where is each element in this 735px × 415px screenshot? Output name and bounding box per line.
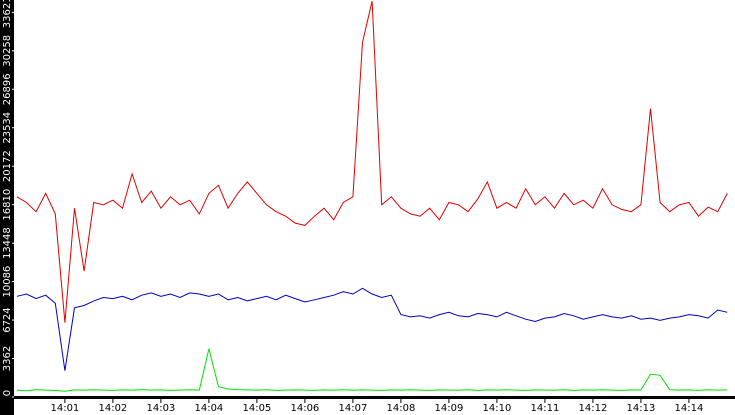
x-tick-label: 14:01 xyxy=(50,403,79,414)
y-tick-label: 13448 xyxy=(2,227,13,259)
x-tick-label: 14:09 xyxy=(434,403,463,414)
line-series xyxy=(16,287,728,371)
y-tick-label: 30258 xyxy=(2,35,13,67)
x-tick-label: 14:07 xyxy=(338,403,367,414)
y-tick-label: 0 xyxy=(2,390,13,396)
y-tick-label: 33621 xyxy=(2,0,13,28)
x-tick-label: 14:14 xyxy=(675,403,704,414)
x-tick-label: 14:02 xyxy=(98,403,127,414)
x-tick-label: 14:08 xyxy=(386,403,415,414)
line-series xyxy=(16,348,728,392)
line-series xyxy=(16,0,728,323)
x-tick-label: 14:10 xyxy=(482,403,511,414)
y-tick-label: 20172 xyxy=(2,150,13,182)
x-tick-label: 14:03 xyxy=(146,403,175,414)
x-tick-label: 14:13 xyxy=(627,403,656,414)
x-tick-label: 14:06 xyxy=(290,403,319,414)
y-tick-label: 6724 xyxy=(2,307,13,332)
y-tick-label: 26896 xyxy=(2,73,13,105)
y-tick-label: 16810 xyxy=(2,189,13,221)
y-tick-label: 23534 xyxy=(2,112,13,144)
x-tick-label: 14:11 xyxy=(530,403,559,414)
x-tick-label: 14:04 xyxy=(194,403,223,414)
x-axis-line xyxy=(14,396,735,399)
x-tick-label: 14:12 xyxy=(578,403,607,414)
y-axis-band xyxy=(0,0,14,415)
y-tick-label: 10086 xyxy=(2,266,13,298)
y-tick-label: 3362 xyxy=(2,346,13,371)
x-tick-label: 14:05 xyxy=(242,403,271,414)
